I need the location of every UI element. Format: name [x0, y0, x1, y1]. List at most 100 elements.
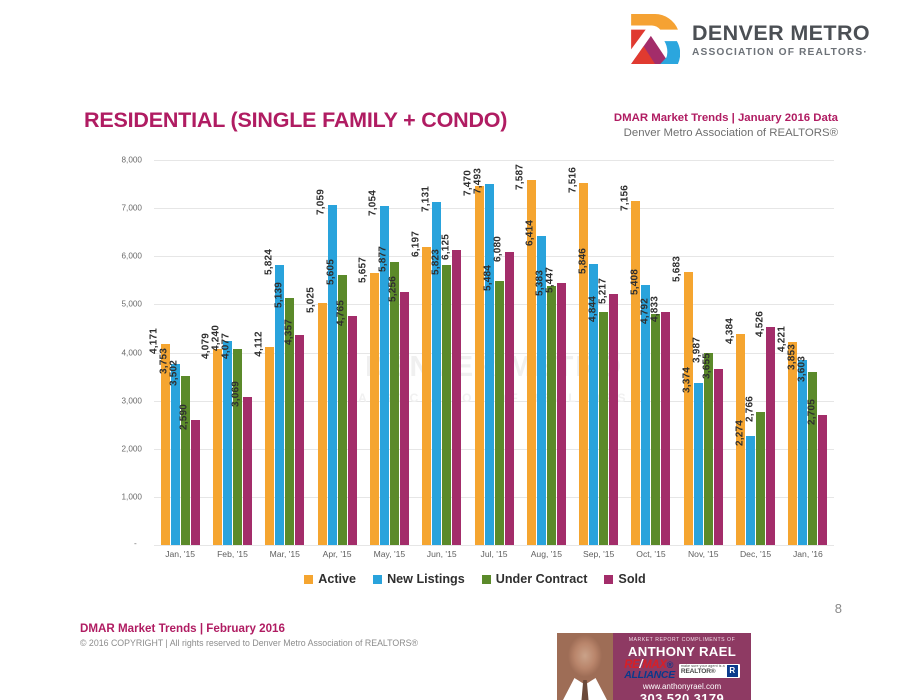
legend-swatch: [604, 574, 614, 584]
bar[interactable]: 7,587: [515, 164, 536, 545]
bar[interactable]: 2,590: [179, 404, 200, 545]
bar[interactable]: 4,384: [724, 318, 746, 545]
legend-item[interactable]: Under Contract: [481, 572, 587, 586]
bar[interactable]: 5,846: [577, 248, 599, 545]
bar[interactable]: 4,221: [776, 326, 798, 545]
legend-swatch: [373, 574, 383, 584]
remax-wordmark-bottom: ALLIANCE: [624, 668, 675, 681]
gridline: [154, 256, 834, 258]
x-axis-label: Jan, '15: [165, 549, 196, 559]
bar-group: 4,079 4,240 4,077 3,069: [201, 160, 258, 545]
report-subheader: DMAR Market Trends | January 2016 Data D…: [614, 111, 838, 142]
legend-item[interactable]: Sold: [604, 572, 646, 586]
x-axis-label: Jan, '16: [792, 549, 823, 559]
bar[interactable]: 7,054: [368, 190, 389, 545]
bar[interactable]: 7,470: [463, 170, 484, 545]
bar-group: 5,657 7,054 5,877 5,256: [358, 160, 415, 545]
bar[interactable]: 5,447: [545, 267, 566, 545]
bar[interactable]: 5,139: [273, 282, 295, 545]
ad-kicker: MARKET REPORT COMPLIMENTS OF: [628, 637, 736, 643]
legend-item[interactable]: Active: [304, 572, 356, 586]
bar[interactable]: 4,171: [149, 328, 170, 545]
report-subheader-primary: DMAR Market Trends | January 2016 Data: [613, 112, 838, 124]
bar[interactable]: 6,197: [410, 231, 432, 545]
gridline: [154, 352, 834, 354]
bar[interactable]: 4,765: [336, 300, 357, 545]
ad-brand-row: RE/MAX® ALLIANCE make sure your agent is…: [618, 660, 746, 680]
legend-item[interactable]: New Listings: [373, 572, 465, 586]
bar[interactable]: 5,683: [672, 256, 693, 545]
bar[interactable]: 3,655: [702, 353, 723, 545]
ad-website-link[interactable]: www.anthonyrael.com: [642, 681, 722, 691]
bar[interactable]: 4,079: [201, 333, 222, 545]
x-axis-label: Jul, '15: [480, 549, 508, 559]
bar[interactable]: 5,383: [535, 270, 556, 545]
bar[interactable]: 4,844: [587, 296, 609, 545]
agent-photo: [557, 633, 613, 700]
bar[interactable]: 5,605: [326, 259, 347, 545]
gridline: [154, 448, 834, 450]
gridline: [154, 400, 834, 402]
chart-legend: Active New Listings Under Contract Sold: [112, 572, 838, 586]
bar[interactable]: 3,987: [692, 337, 713, 545]
denver-metro-logo-icon: [631, 14, 680, 64]
bar[interactable]: 6,080: [493, 236, 514, 545]
bar-group: 4,384 2,274 2,766 4,526: [724, 160, 781, 545]
bar[interactable]: 3,853: [786, 344, 808, 545]
bar[interactable]: 7,516: [567, 167, 589, 545]
realtor-tagline: make sure your agent is a: [680, 664, 725, 669]
bar[interactable]: 5,217: [597, 278, 619, 545]
bar[interactable]: 6,125: [440, 234, 462, 545]
bar[interactable]: 2,766: [744, 396, 766, 545]
bar[interactable]: 5,484: [483, 265, 504, 545]
x-axis-label: Sep, '15: [583, 549, 615, 559]
bar[interactable]: 3,069: [231, 381, 252, 545]
y-axis: 1,000 2,000 3,000 4,000 5,000 6,000 7,000 8,000: [112, 156, 148, 545]
x-axis-label: Nov, '15: [687, 549, 719, 559]
bar[interactable]: 3,502: [169, 360, 190, 545]
bar[interactable]: 4,833: [649, 296, 671, 545]
bar[interactable]: 4,357: [283, 319, 305, 545]
bar[interactable]: 5,025: [306, 287, 327, 545]
realtor-badge-text: make sure your agent is a REALTOR®: [681, 665, 725, 675]
footer: DMAR Market Trends | February 2016 © 201…: [80, 620, 418, 651]
x-axis-label: Aug, '15: [530, 549, 562, 559]
bar[interactable]: 5,657: [358, 257, 379, 545]
footer-copyright: © 2016 COPYRIGHT | All rights reserved t…: [80, 638, 418, 649]
x-axis-label: Jun, '15: [426, 549, 457, 559]
bar[interactable]: 7,156: [619, 185, 641, 545]
bar[interactable]: 5,823: [430, 249, 452, 545]
bar[interactable]: 4,792: [639, 298, 661, 545]
bar[interactable]: 7,131: [420, 186, 442, 545]
bar-group: 4,171 3,753 3,502 2,590: [149, 160, 206, 545]
bar[interactable]: 6,414: [525, 220, 546, 545]
advertisement-banner[interactable]: MARKET REPORT COMPLIMENTS OF ANTHONY RAE…: [557, 633, 751, 700]
bar[interactable]: 5,408: [629, 269, 651, 545]
bar[interactable]: 3,374: [682, 367, 703, 545]
bar-group: 4,221 3,853 3,603 2,705: [776, 160, 834, 545]
bar[interactable]: 4,077: [221, 333, 242, 545]
y-axis-tick: 4,000: [121, 348, 143, 357]
remax-logo: RE/MAX® ALLIANCE: [624, 660, 675, 680]
y-axis-tick: 2,000: [121, 444, 143, 454]
y-axis-tick: 8,000: [121, 155, 143, 165]
bar[interactable]: 5,877: [378, 246, 399, 545]
bar-group: 7,470 7,493 5,484 6,080: [463, 160, 520, 545]
bar[interactable]: 4,112: [253, 331, 275, 545]
bar[interactable]: 5,256: [388, 276, 409, 545]
bar-group: 5,025 7,059 5,605 4,765: [306, 160, 363, 545]
bar[interactable]: 3,603: [796, 356, 818, 545]
bar[interactable]: 4,240: [211, 325, 232, 545]
gridline: [154, 208, 834, 210]
footer-title: DMAR Market Trends | February 2016: [80, 622, 285, 635]
bar[interactable]: 3,753: [159, 348, 180, 545]
bar[interactable]: 2,274: [734, 420, 756, 545]
remax-wordmark-top: RE/MAX®: [624, 659, 673, 672]
bar[interactable]: 4,526: [754, 311, 776, 545]
ad-phone-number: 303.520.3179: [639, 690, 725, 700]
bar[interactable]: 2,705: [806, 399, 828, 545]
bar[interactable]: 5,824: [263, 249, 285, 545]
bar[interactable]: 7,493: [473, 168, 494, 545]
bar[interactable]: 7,059: [316, 189, 337, 545]
gridline: [154, 496, 834, 498]
